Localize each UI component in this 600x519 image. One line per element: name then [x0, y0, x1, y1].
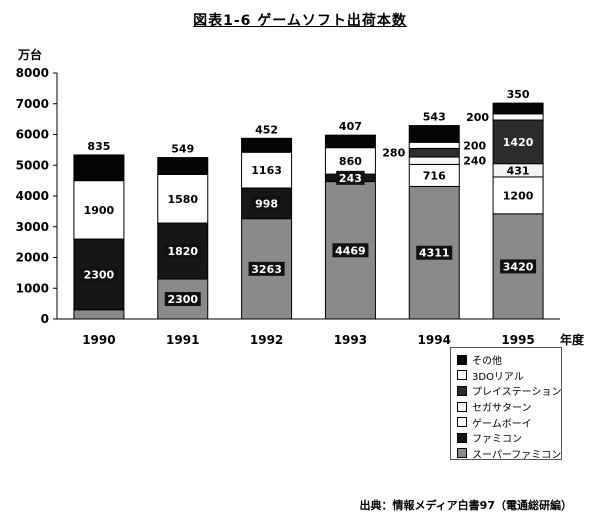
value-label-bg-1992-0	[248, 261, 285, 276]
value-label-bg-1990-1	[80, 267, 117, 282]
legend-item: 3DOリアル	[457, 368, 561, 384]
bar-1995-series-5	[492, 113, 544, 121]
x-tick-label-1993: 1993	[334, 333, 367, 347]
legend-swatch	[457, 417, 467, 428]
value-label-1993-2: 860	[339, 155, 362, 168]
legend-swatch	[457, 432, 467, 443]
legend-swatch	[457, 354, 467, 365]
value-label-1994-2: 716	[423, 169, 446, 182]
bar-1992-series-2	[241, 151, 293, 189]
bar-1995-series-2	[492, 176, 544, 215]
bar-1990-series-6	[73, 154, 125, 182]
value-label-bg-1993-1	[336, 170, 365, 185]
value-label-1991-0: 2300	[167, 293, 198, 306]
bar-1994-series-5	[408, 141, 460, 149]
value-label-1995-4: 1420	[503, 136, 534, 149]
bar-1995-series-6	[492, 102, 544, 115]
source-note: 出典：情報メディア白書97（電通総研編）	[359, 499, 572, 512]
y-tick-label-8: 8000	[16, 66, 49, 80]
value-label-bg-1991-1	[164, 244, 201, 259]
x-tick-label-1994: 1994	[418, 333, 451, 347]
bar-1991-series-6	[157, 157, 209, 175]
legend-label: セガサターン	[472, 403, 532, 415]
x-tick-label-1995: 1995	[501, 333, 534, 347]
legend-label: ファミコン	[472, 434, 522, 446]
value-label-1992-2: 1163	[251, 164, 282, 177]
x-tick-label-1992: 1992	[250, 333, 283, 347]
bar-1993-series-6	[324, 134, 376, 149]
value-label-1990-2: 1900	[84, 204, 115, 217]
legend-label: その他	[472, 356, 502, 368]
value-label-1995-5: 200	[466, 111, 489, 124]
legend-label: ゲームボーイ	[472, 418, 532, 430]
y-tick-label-1: 1000	[16, 281, 49, 295]
value-label-1995-0: 3420	[503, 260, 534, 273]
chart-title: 図表1-6 ゲームソフト出荷本数	[193, 13, 407, 29]
x-tick-label-1991: 1991	[166, 333, 199, 347]
value-label-1994-4: 280	[382, 147, 405, 160]
value-label-1994-5: 200	[463, 139, 486, 152]
y-tick-label-6: 6000	[16, 128, 49, 142]
value-label-1994-0: 4311	[419, 247, 450, 260]
y-tick-label-3: 3000	[16, 220, 49, 234]
value-label-1994-3: 240	[463, 155, 486, 168]
legend-item: その他	[457, 352, 561, 368]
y-tick-label-2: 2000	[16, 251, 49, 265]
legend-swatch	[457, 370, 467, 381]
value-label-1992-0: 3263	[251, 263, 282, 276]
value-label-1990-1: 2300	[84, 268, 115, 281]
bar-1994-series-6	[408, 125, 460, 143]
value-label-1990-6: 835	[87, 140, 110, 153]
bar-1992-series-6	[241, 137, 293, 153]
value-label-1993-1: 243	[339, 172, 362, 185]
bar-1990-series-0	[73, 309, 125, 320]
value-label-1993-6: 407	[339, 120, 362, 133]
value-label-bg-1994-0	[416, 245, 453, 260]
value-label-bg-1993-0	[332, 243, 369, 258]
y-tick-label-7: 7000	[16, 97, 49, 111]
value-label-1991-2: 1580	[167, 193, 198, 206]
y-tick-label-0: 0	[41, 312, 49, 326]
legend-item: セガサターン	[457, 399, 561, 415]
x-axis-label: 年度	[560, 332, 585, 347]
legend-item: スーパーファミコン	[457, 446, 561, 462]
legend-swatch	[457, 448, 467, 459]
value-label-1992-1: 998	[255, 197, 278, 210]
value-label-bg-1992-1	[252, 196, 281, 211]
legend-label: スーパーファミコン	[472, 449, 562, 461]
bar-1991-series-2	[157, 173, 209, 224]
bar-1993-series-2	[324, 147, 376, 175]
legend-label: プレイステーション	[472, 387, 562, 399]
value-label-1993-0: 4469	[335, 244, 366, 257]
legend-swatch	[457, 385, 467, 396]
value-label-1991-6: 549	[171, 143, 194, 156]
bar-1994-series-4	[408, 147, 460, 158]
y-tick-label-4: 4000	[16, 189, 49, 203]
value-label-1994-6: 543	[423, 111, 446, 124]
value-label-1995-3: 431	[507, 164, 530, 177]
y-axis-unit-label: 万台	[17, 47, 42, 62]
x-tick-label-1990: 1990	[82, 333, 115, 347]
legend: その他 3DOリアルプレイステーション セガサターン ゲームボーイ ファミコンスーパーフ…	[450, 347, 562, 462]
bar-1994-series-3	[408, 156, 460, 165]
legend-swatch	[457, 401, 467, 412]
value-label-1995-6: 350	[507, 88, 530, 101]
legend-item: ゲームボーイ	[457, 414, 561, 430]
legend-label: 3DOリアル	[472, 371, 524, 383]
y-tick-label-5: 5000	[16, 158, 49, 172]
value-label-bg-1991-0	[164, 292, 201, 307]
legend-item: プレイステーション	[457, 383, 562, 399]
legend-item: ファミコン	[457, 430, 561, 446]
value-label-1991-1: 1820	[167, 245, 198, 258]
value-label-1995-2: 1200	[503, 189, 534, 202]
value-label-bg-1995-0	[500, 259, 537, 274]
value-label-1992-6: 452	[255, 123, 278, 136]
